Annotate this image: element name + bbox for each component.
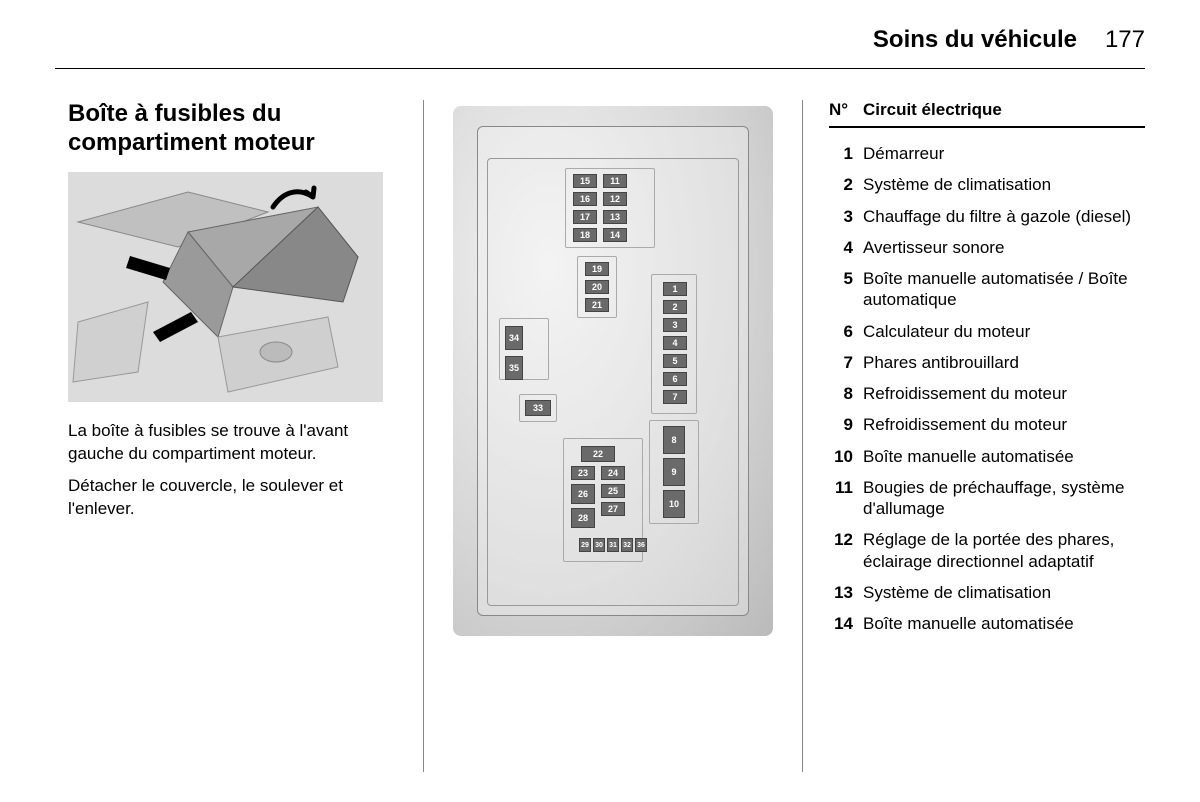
circuit-row-label: Chauffage du filtre à gazole (diesel) [863,206,1145,227]
circuit-table: N° Circuit électrique 1Démarreur2Système… [829,100,1145,639]
fuse-diagram: 15 11 16 12 17 13 18 14 19 20 21 1 2 3 4… [453,106,773,636]
circuit-row-num: 7 [829,352,863,373]
circuit-row-label: Réglage de la portée des phares, éclaira… [863,529,1145,572]
circuit-row-num: 13 [829,582,863,603]
fuse-11: 11 [603,174,627,188]
fuse-19: 19 [585,262,609,276]
circuit-row-label: Système de climatisation [863,174,1145,195]
circuit-row-num: 12 [829,529,863,550]
fuse-33: 33 [525,400,551,416]
circuit-row-num: 8 [829,383,863,404]
circuit-row-label: Démarreur [863,143,1145,164]
circuit-row: 2Système de climatisation [829,169,1145,200]
circuit-row-label: Bougies de préchauffage, système d'allum… [863,477,1145,520]
circuit-row-num: 9 [829,414,863,435]
circuit-table-header: N° Circuit électrique [829,100,1145,128]
fuse-35: 35 [505,356,523,380]
header-num: N° [829,100,863,120]
circuit-row: 14Boîte manuelle automatisée [829,608,1145,639]
column-left: Boîte à fusibles du compartiment moteur … [68,100,423,772]
circuit-row: 10Boîte manuelle automatisée [829,441,1145,472]
circuit-row-label: Boîte manuelle automatisée [863,446,1145,467]
fuse-27: 27 [601,502,625,516]
fuse-29: 29 [579,538,591,552]
circuit-row-num: 10 [829,446,863,467]
circuit-row-label: Refroidissement du moteur [863,414,1145,435]
fuse-34: 34 [505,326,523,350]
circuit-row-label: Avertisseur sonore [863,237,1145,258]
fuse-9: 9 [663,458,685,486]
circuit-row-label: Refroidissement du moteur [863,383,1145,404]
fuse-32: 32 [621,538,633,552]
fuse-14: 14 [603,228,627,242]
fuse-5: 5 [663,354,687,368]
circuit-row: 13Système de climatisation [829,577,1145,608]
fuse-17: 17 [573,210,597,224]
circuit-row-num: 2 [829,174,863,195]
fuse-22: 22 [581,446,615,462]
fuse-18: 18 [573,228,597,242]
fuse-36: 36 [635,538,647,552]
header-rule [55,68,1145,69]
header-label: Circuit électrique [863,100,1002,120]
circuit-row: 8Refroidissement du moteur [829,378,1145,409]
fuse-15: 15 [573,174,597,188]
fuse-6: 6 [663,372,687,386]
circuit-row: 7Phares antibrouillard [829,347,1145,378]
circuit-row-label: Système de climatisation [863,582,1145,603]
fuse-25: 25 [601,484,625,498]
fuse-28: 28 [571,508,595,528]
circuit-row-label: Boîte manuelle automatisée [863,613,1145,634]
fuse-24: 24 [601,466,625,480]
paragraph-1: La boîte à fusibles se trouve à l'avant … [68,420,407,466]
fuse-26: 26 [571,484,595,504]
fuse-8: 8 [663,426,685,454]
circuit-row-num: 11 [829,477,863,498]
header-page-number: 177 [1105,26,1145,54]
circuit-row: 12Réglage de la portée des phares, éclai… [829,524,1145,577]
circuit-row-num: 5 [829,268,863,289]
circuit-row: 4Avertisseur sonore [829,232,1145,263]
fuse-20: 20 [585,280,609,294]
column-right: N° Circuit électrique 1Démarreur2Système… [803,100,1145,772]
fuse-16: 16 [573,192,597,206]
circuit-row-num: 1 [829,143,863,164]
circuit-row-label: Calculateur du moteur [863,321,1145,342]
circuit-row: 6Calculateur du moteur [829,316,1145,347]
fuse-4: 4 [663,336,687,350]
circuit-row-num: 4 [829,237,863,258]
paragraph-2: Détacher le couvercle, le soulever et l'… [68,475,407,521]
circuit-row: 5Boîte manuelle automatisée / Boîte auto… [829,263,1145,316]
circuit-row-num: 3 [829,206,863,227]
fuse-12: 12 [603,192,627,206]
circuit-row-label: Phares antibrouillard [863,352,1145,373]
page-header: Soins du véhicule 177 [873,26,1145,54]
fuse-7: 7 [663,390,687,404]
fuse-3: 3 [663,318,687,332]
circuit-row-label: Boîte manuelle automatisée / Boîte autom… [863,268,1145,311]
circuit-row: 1Démarreur [829,138,1145,169]
circuit-row: 11Bougies de préchauffage, système d'all… [829,472,1145,525]
fuse-10: 10 [663,490,685,518]
circuit-row: 9Refroidissement du moteur [829,409,1145,440]
section-title: Boîte à fusibles du compartiment moteur [68,100,407,158]
circuit-row-num: 6 [829,321,863,342]
fuse-31: 31 [607,538,619,552]
fuse-1: 1 [663,282,687,296]
content-columns: Boîte à fusibles du compartiment moteur … [68,100,1145,772]
fuse-21: 21 [585,298,609,312]
fuse-13: 13 [603,210,627,224]
fusebox-photo [68,172,383,402]
column-middle: 15 11 16 12 17 13 18 14 19 20 21 1 2 3 4… [423,100,803,772]
fuse-2: 2 [663,300,687,314]
header-section: Soins du véhicule [873,26,1077,54]
circuit-row-num: 14 [829,613,863,634]
circuit-row: 3Chauffage du filtre à gazole (diesel) [829,201,1145,232]
fuse-30: 30 [593,538,605,552]
fuse-23: 23 [571,466,595,480]
